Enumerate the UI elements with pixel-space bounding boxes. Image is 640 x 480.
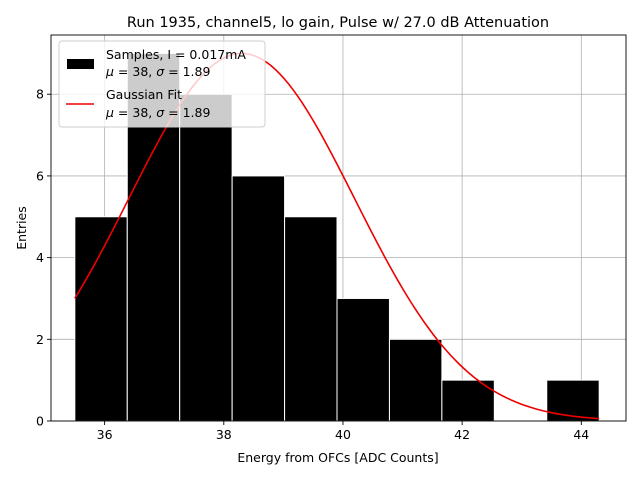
legend-box (58, 40, 266, 128)
chart-title: Run 1935, channel5, lo gain, Pulse w/ 27… (127, 15, 549, 31)
y-axis-label: Entries (14, 206, 29, 250)
x-tick-label: 42 (454, 427, 470, 442)
y-tick-label: 0 (36, 414, 44, 429)
plot-frame (50, 34, 627, 422)
histogram-bar-5 (284, 216, 338, 422)
x-tick-label: 38 (216, 427, 232, 442)
histogram-bar-6 (336, 297, 390, 422)
legend-samples-label: Samples, I = 0.017mA (106, 47, 246, 62)
histogram-bar-7 (388, 338, 443, 422)
x-tick-label: 44 (573, 427, 589, 442)
histogram-bar-4 (231, 175, 286, 422)
legend-fit-stats: μ = 38, σ = 1.89 (105, 105, 210, 120)
y-tick-label: 4 (36, 250, 44, 265)
legend-samples-stats: μ = 38, σ = 1.89 (105, 64, 210, 79)
y-axis-ticks: 0 2 4 6 8 (36, 87, 51, 429)
histogram-bar-3 (179, 93, 233, 422)
x-tick-label: 40 (335, 427, 351, 442)
gaussian-fit-line (74, 52, 600, 420)
y-tick-label: 8 (36, 87, 44, 102)
histogram-bar-1 (74, 216, 128, 422)
legend-fit-label: Gaussian Fit (106, 87, 182, 102)
x-axis-ticks: 36 38 40 42 44 (97, 421, 589, 442)
legend-samples-swatch (67, 59, 94, 69)
x-tick-label: 36 (97, 427, 113, 442)
legend: Samples, I = 0.017mA μ = 38, σ = 1.89 Ga… (58, 40, 266, 128)
y-tick-label: 6 (36, 168, 44, 183)
histogram-bar-10 (546, 379, 600, 422)
x-axis-label: Energy from OFCs [ADC Counts] (237, 450, 438, 465)
y-tick-label: 2 (36, 332, 44, 347)
